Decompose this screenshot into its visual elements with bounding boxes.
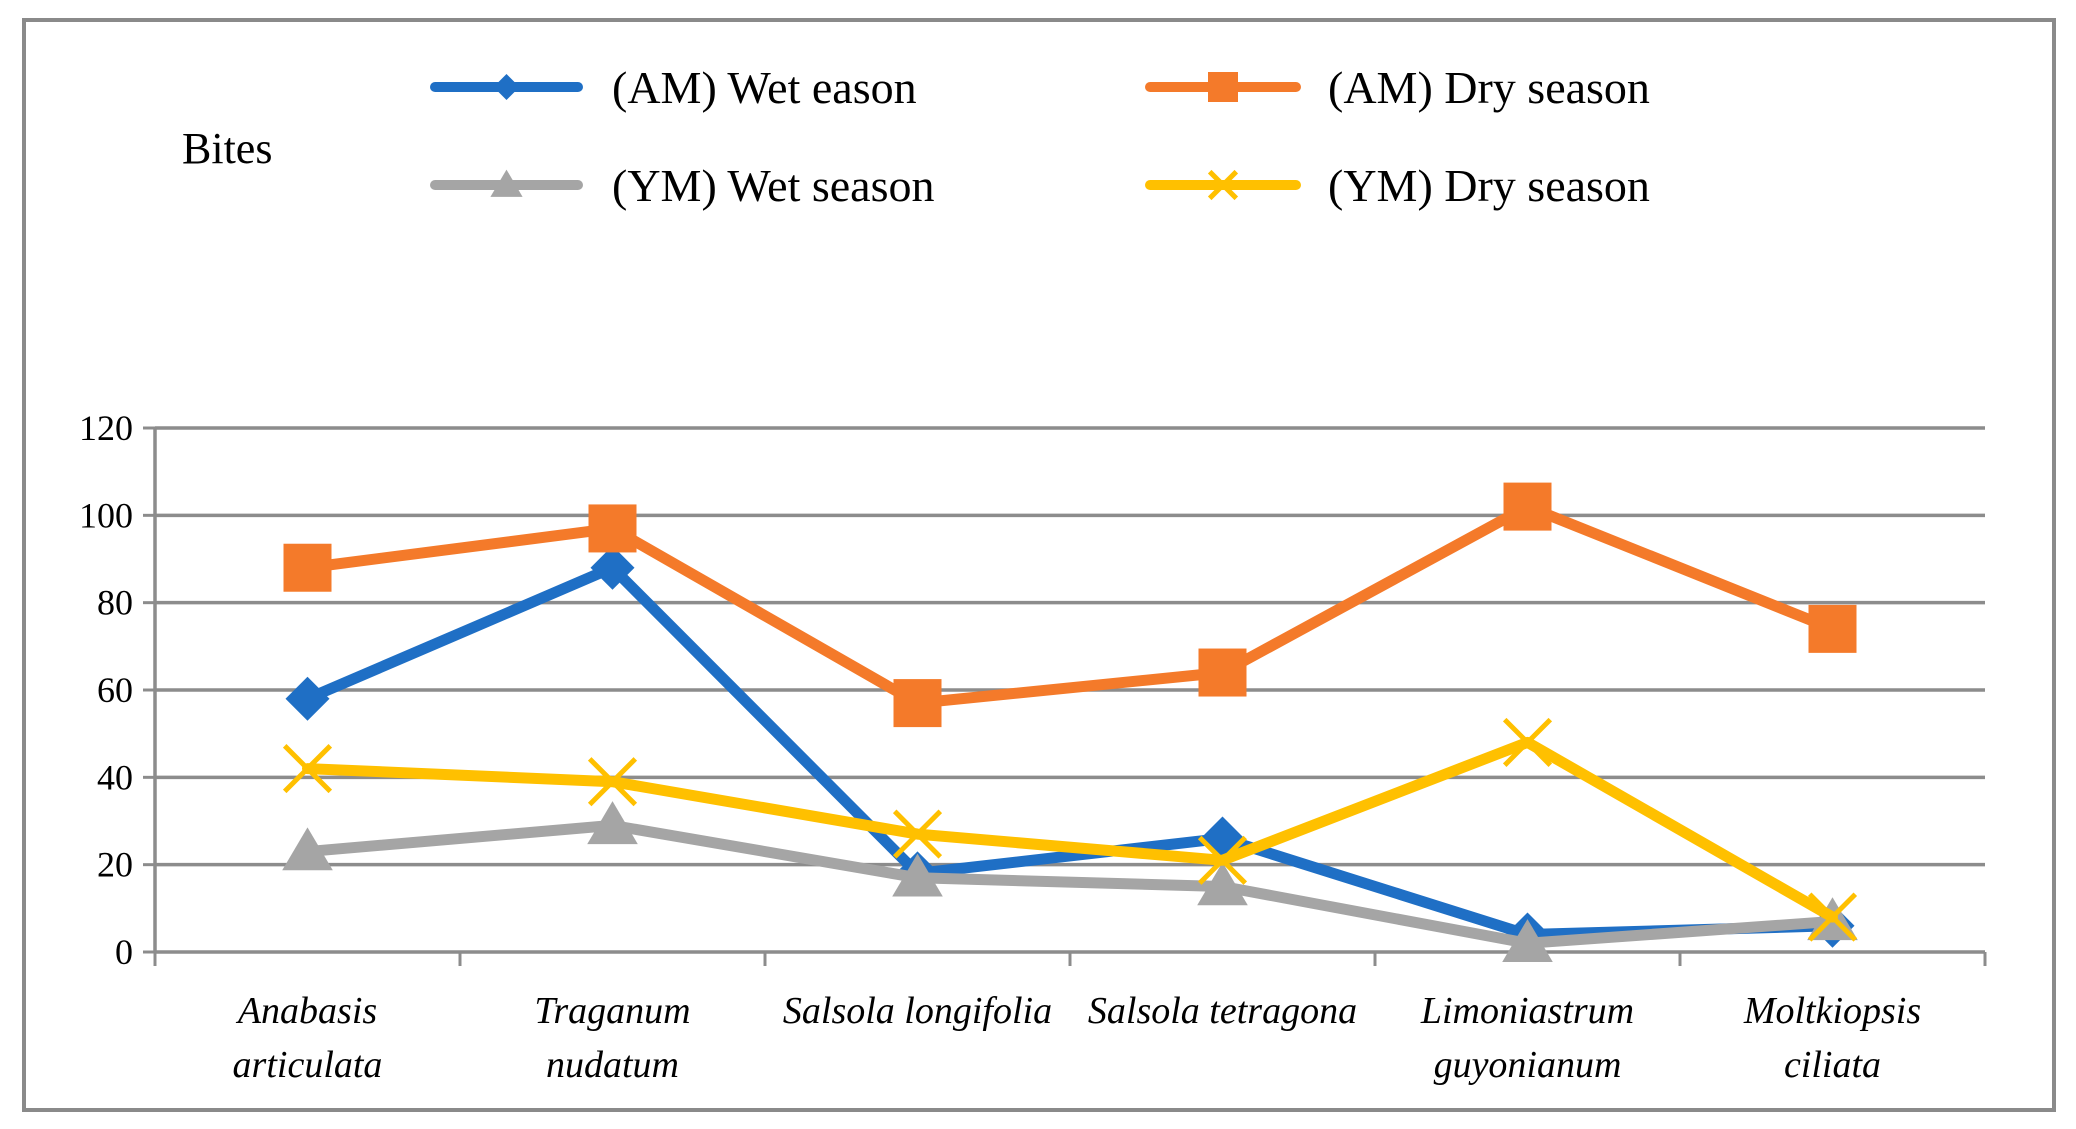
series-2 [283, 482, 1857, 728]
data-point [587, 801, 638, 845]
data-point [1502, 717, 1553, 767]
data-point [1807, 892, 1858, 942]
x-tick-label: Salsola longifolia [783, 990, 1052, 1032]
legend-label: (YM) Dry season [1328, 160, 1650, 211]
x-tick-label: Salsola tetragona [1088, 990, 1357, 1032]
x-tick-label-line2: guyonianum [1434, 1044, 1622, 1086]
legend-marker [490, 169, 523, 197]
x-tick-label-line2: articulata [233, 1044, 383, 1086]
data-point [892, 853, 943, 897]
data-point [588, 504, 637, 553]
data-point [1808, 604, 1857, 653]
legend-item-3: (YM) Wet season [430, 160, 935, 211]
data-point [1197, 835, 1248, 885]
y-tick-label: 20 [97, 845, 133, 885]
data-point [282, 827, 333, 871]
y-tick-label: 40 [97, 757, 133, 797]
y-tick-label: 80 [97, 583, 133, 623]
y-tick-label: 120 [79, 408, 133, 448]
y-tick-label: 60 [97, 670, 133, 710]
legend-marker [1208, 72, 1238, 102]
series-group [282, 482, 1858, 962]
data-point [587, 757, 638, 807]
legend-marker [493, 74, 520, 100]
legend-label: (AM) Wet eason [612, 62, 917, 113]
x-tick-label: Moltkiopsis [1743, 990, 1921, 1032]
data-point [892, 809, 943, 859]
legend: (AM) Wet eason (AM) Dry season (YM) Wet se… [430, 62, 1650, 211]
x-tick-label: Limoniastrum [1420, 990, 1634, 1032]
y-tick-label: 100 [79, 495, 133, 535]
x-tick-label: Traganum [534, 990, 690, 1032]
data-point [1503, 482, 1552, 531]
axes [143, 426, 1987, 966]
data-point [285, 676, 330, 721]
legend-item-1: (AM) Wet eason [430, 62, 917, 113]
x-tick-label-line2: nudatum [546, 1044, 679, 1086]
x-tick-label-line2: ciliata [1784, 1044, 1881, 1086]
y-axis-label: Bites [182, 124, 272, 173]
legend-item-2: (AM) Dry season [1145, 62, 1650, 113]
x-tick-label: Anabasis [235, 990, 377, 1032]
series-3 [282, 801, 1858, 962]
data-point [893, 679, 942, 728]
data-point [1197, 862, 1248, 906]
series-line [302, 736, 1838, 923]
legend-item-4: (YM) Dry season [1145, 160, 1650, 211]
data-point [282, 744, 333, 794]
data-point [1198, 648, 1247, 697]
series-line [302, 562, 1838, 941]
y-tick-labels: 0 20 40 60 80 100 120 [79, 408, 133, 972]
legend-label: (YM) Wet season [612, 160, 935, 211]
data-point [590, 545, 635, 590]
legend-label: (AM) Dry season [1328, 62, 1650, 113]
data-point [1502, 919, 1553, 962]
y-tick-label: 0 [115, 932, 133, 972]
series-line [302, 819, 1838, 949]
x-tick-labels: Anabasis articulata Traganum nudatum Salsola… [233, 990, 1922, 1086]
series-4 [282, 717, 1858, 942]
legend-marker [1207, 169, 1239, 201]
data-point [283, 543, 332, 592]
series-line [302, 501, 1838, 709]
